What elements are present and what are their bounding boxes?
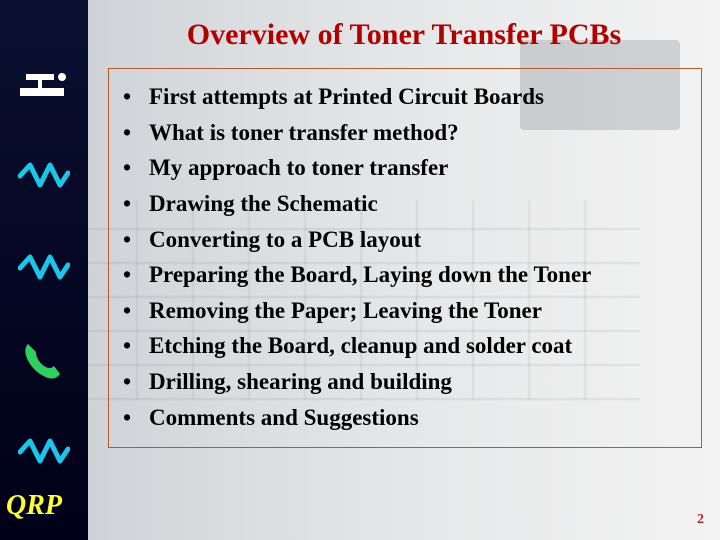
morse-key-icon [16, 60, 72, 108]
bullet-text: What is toner transfer method? [149, 115, 459, 151]
bullet-text: Etching the Board, cleanup and solder co… [149, 328, 572, 364]
page-number: 2 [697, 512, 704, 528]
bullet-item: •Drawing the Schematic [123, 186, 687, 222]
bullet-item: •Comments and Suggestions [123, 400, 687, 436]
bullet-item: •Etching the Board, cleanup and solder c… [123, 328, 687, 364]
bullet-item: •First attempts at Printed Circuit Board… [123, 79, 687, 115]
content-box: •First attempts at Printed Circuit Board… [108, 68, 702, 448]
slide-title: Overview of Toner Transfer PCBs [88, 0, 720, 62]
bullet-item: •Converting to a PCB layout [123, 222, 687, 258]
phone-icon [16, 336, 72, 384]
bullet-text: Comments and Suggestions [149, 400, 419, 436]
lightning-icon-2 [16, 244, 72, 292]
sidebar-logo: QRP [6, 490, 62, 522]
bullet-text: Drilling, shearing and building [149, 364, 452, 400]
bullet-text: My approach to toner transfer [149, 150, 448, 186]
slide-area: Overview of Toner Transfer PCBs •First a… [88, 0, 720, 540]
bullet-text: Drawing the Schematic [149, 186, 378, 222]
sidebar [0, 0, 88, 540]
bullet-item: •What is toner transfer method? [123, 115, 687, 151]
bullet-text: Removing the Paper; Leaving the Toner [149, 293, 542, 329]
bullet-item: •Preparing the Board, Laying down the To… [123, 257, 687, 293]
bullet-item: •Drilling, shearing and building [123, 364, 687, 400]
lightning-icon [16, 152, 72, 200]
bullet-text: First attempts at Printed Circuit Boards [149, 79, 544, 115]
bullet-item: •My approach to toner transfer [123, 150, 687, 186]
bullet-item: •Removing the Paper; Leaving the Toner [123, 293, 687, 329]
bullet-list: •First attempts at Printed Circuit Board… [123, 79, 687, 435]
bullet-text: Converting to a PCB layout [149, 222, 421, 258]
lightning-icon-3 [16, 428, 72, 476]
bullet-text: Preparing the Board, Laying down the Ton… [149, 257, 591, 293]
